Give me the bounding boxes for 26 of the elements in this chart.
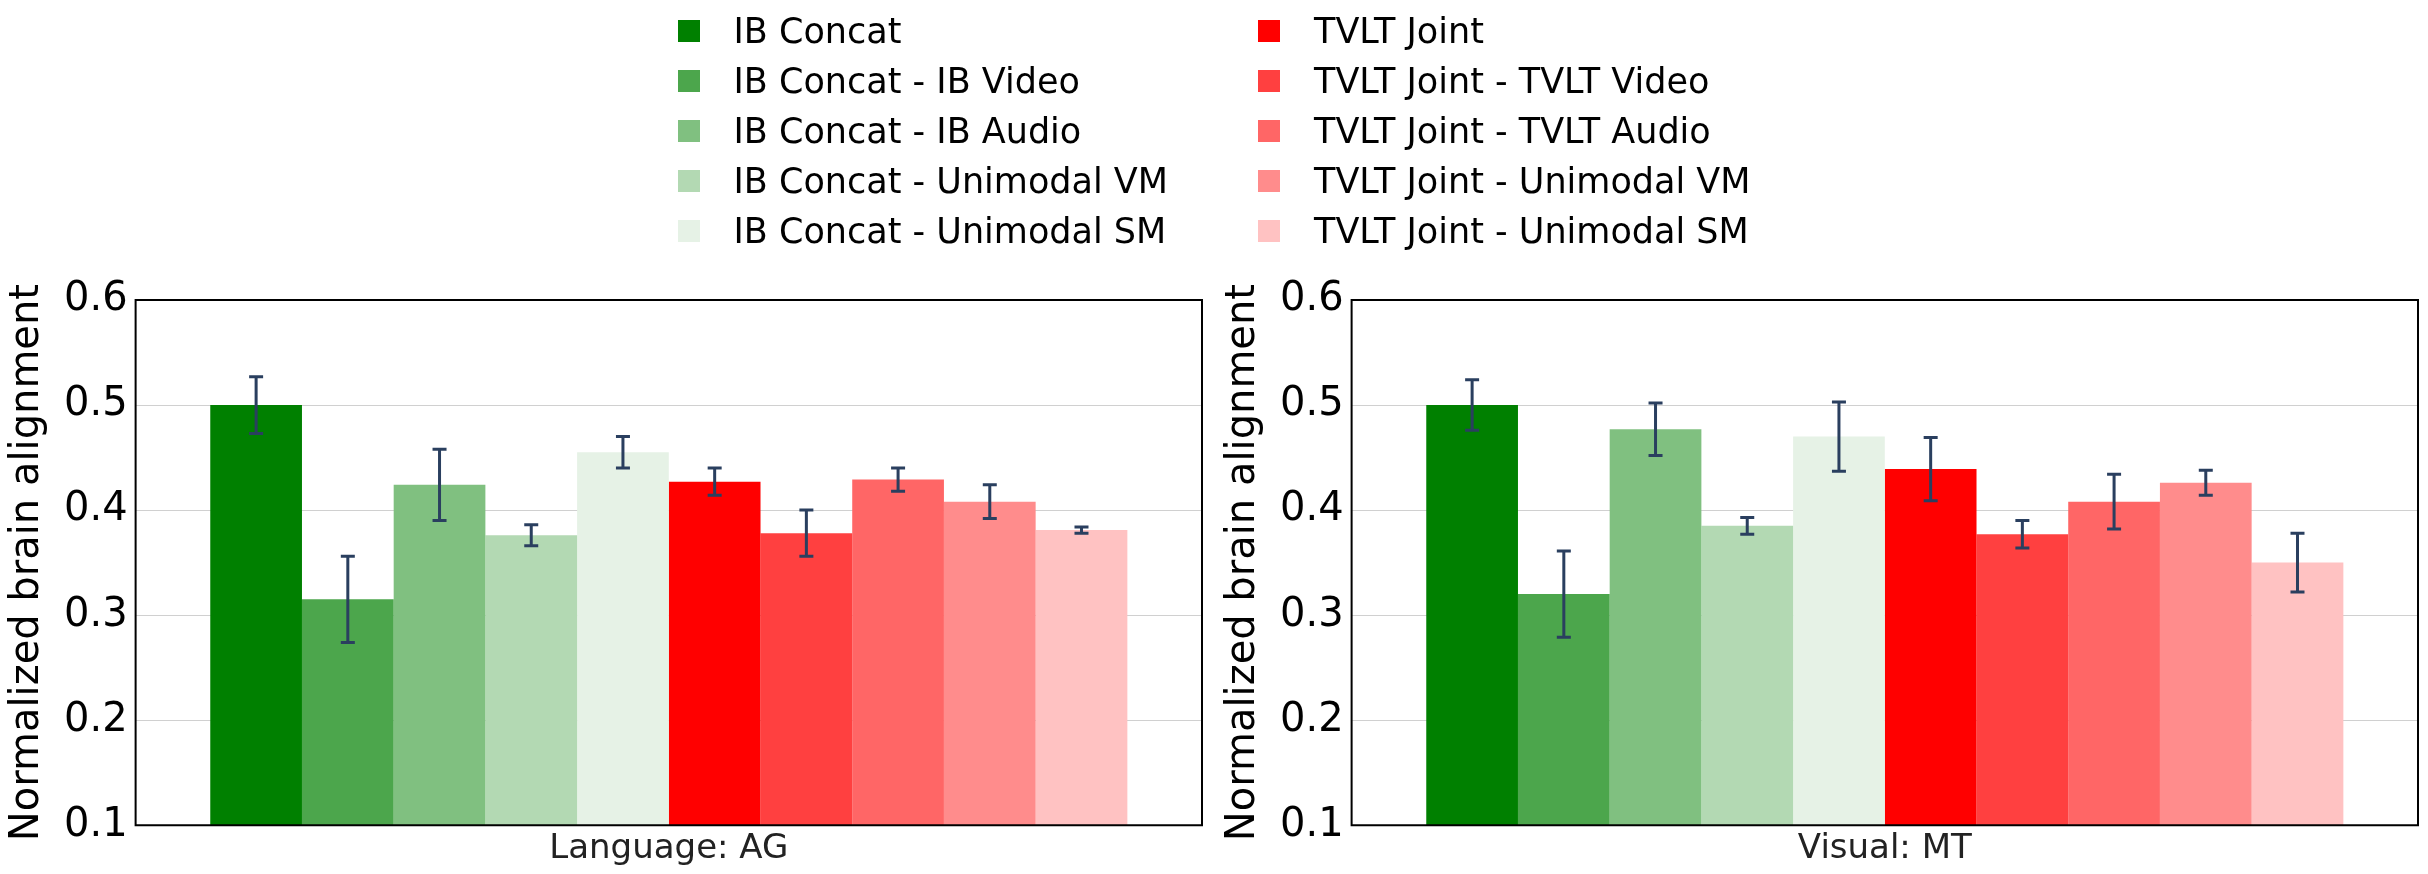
y-tick-label: 0.2	[63, 693, 128, 740]
x-tick-label: Language: AG	[549, 826, 789, 867]
y-tick-label: 0.2	[1279, 693, 1344, 740]
y-tick-label: 0.5	[1279, 378, 1344, 425]
y-tick-label: 0.1	[1279, 798, 1344, 845]
y-axis-title: Normalized brain alignment	[1, 284, 48, 842]
y-tick-label: 0.3	[63, 588, 128, 635]
y-tick-label: 0.1	[63, 798, 128, 845]
y-axis-title: Normalized brain alignment	[1217, 284, 1264, 842]
x-tick-label: Visual: MT	[1797, 826, 1972, 867]
y-tick-label: 0.3	[1279, 588, 1344, 635]
legend-label: IB Concat - IB Video	[733, 61, 1080, 101]
legend-label: IB Concat - IB Audio	[733, 111, 1082, 151]
legend-label: TVLT Joint - Unimodal VM	[1314, 161, 1751, 201]
y-tick-label: 0.6	[1279, 273, 1344, 320]
legend-label: TVLT Joint	[1314, 11, 1484, 51]
legend-label: IB Concat	[733, 11, 902, 51]
y-tick-label: 0.4	[63, 483, 128, 530]
legend-label: TVLT Joint - TVLT Video	[1314, 61, 1710, 101]
y-tick-label: 0.6	[63, 273, 128, 320]
legend-label: TVLT Joint - Unimodal SM	[1314, 211, 1749, 251]
legend-label: IB Concat - Unimodal VM	[733, 161, 1169, 201]
legend-label: IB Concat - Unimodal SM	[733, 211, 1167, 251]
y-tick-label: 0.4	[1279, 483, 1344, 530]
y-tick-label: 0.5	[63, 378, 128, 425]
legend-label: TVLT Joint - TVLT Audio	[1314, 111, 1711, 151]
